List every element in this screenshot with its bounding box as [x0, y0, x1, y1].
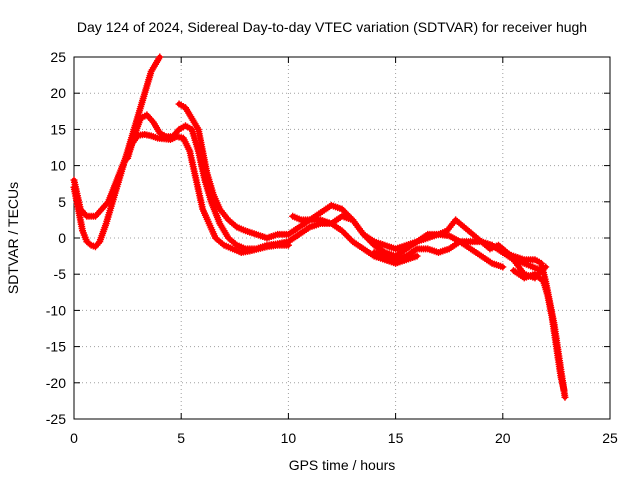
y-tick-label: -10: [46, 302, 66, 318]
y-tick-label: -5: [54, 266, 67, 282]
series-markers: [124, 111, 421, 267]
x-tick-label: 20: [495, 430, 511, 446]
y-tick-label: 25: [50, 49, 66, 65]
x-tick-label: 15: [388, 430, 404, 446]
y-tick-label: 0: [58, 230, 66, 246]
series-markers: [510, 267, 568, 394]
series-track-3: [124, 111, 421, 267]
series-track-5: [289, 212, 545, 275]
chart-title: Day 124 of 2024, Sidereal Day-to-day VTE…: [77, 19, 587, 35]
series-markers: [289, 212, 545, 275]
y-tick-label: 5: [58, 194, 66, 210]
x-tick-label: 5: [177, 430, 185, 446]
series-track-8: [510, 267, 568, 394]
y-tick-label: 10: [50, 158, 66, 174]
y-tick-label: -20: [46, 375, 66, 391]
y-tick-label: -25: [46, 411, 66, 427]
plot-area: [70, 53, 569, 401]
y-tick-label: 20: [50, 85, 66, 101]
x-tick-label: 25: [602, 430, 618, 446]
axis-ticks: -25 -20 -15 -10 -5 0 5 10 15 20 25 0 5 10 15 20 25: [46, 49, 618, 446]
y-axis-label: SDTVAR / TECUs: [5, 182, 21, 294]
y-tick-label: 15: [50, 121, 66, 137]
x-tick-label: 0: [70, 430, 78, 446]
x-axis-label: GPS time / hours: [289, 457, 396, 473]
x-tick-label: 10: [281, 430, 297, 446]
y-tick-label: -15: [46, 339, 66, 355]
grid: [74, 57, 610, 419]
